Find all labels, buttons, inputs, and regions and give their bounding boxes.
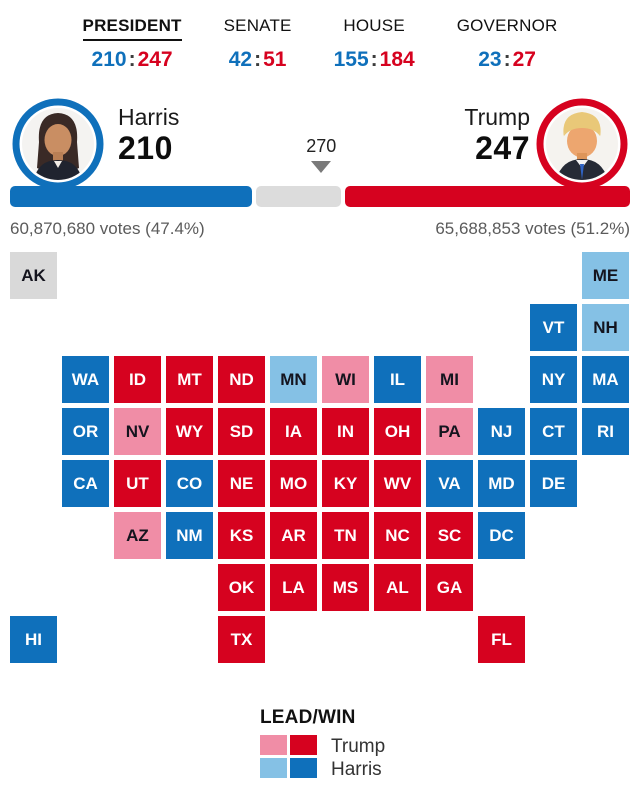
state-tile-ar[interactable]: AR <box>270 512 317 559</box>
state-tile-vt[interactable]: VT <box>530 304 577 351</box>
state-tile-ma[interactable]: MA <box>582 356 629 403</box>
legend-swatch-row <box>260 758 317 778</box>
state-tile-sd[interactable]: SD <box>218 408 265 455</box>
tab-scores: 210:247 <box>91 48 173 71</box>
state-tile-ky[interactable]: KY <box>322 460 369 507</box>
state-tile-mo[interactable]: MO <box>270 460 317 507</box>
state-tile-nd[interactable]: ND <box>218 356 265 403</box>
tab-scores: 23:27 <box>478 48 536 71</box>
state-tile-wa[interactable]: WA <box>62 356 109 403</box>
state-tile-ks[interactable]: KS <box>218 512 265 559</box>
state-tile-co[interactable]: CO <box>166 460 213 507</box>
state-tile-mn[interactable]: MN <box>270 356 317 403</box>
tab-senate[interactable]: SENATE 42:51 <box>224 16 292 72</box>
legend-title: LEAD/WIN <box>260 707 356 728</box>
state-tile-map: AK ME VT NH WA ID MT ND MN WI IL MI NY MA OR NV WY SD IA IN… <box>10 252 630 664</box>
harris-portrait-icon <box>12 98 104 190</box>
state-tile-nv[interactable]: NV <box>114 408 161 455</box>
state-tile-la[interactable]: LA <box>270 564 317 611</box>
state-tile-nh[interactable]: NH <box>582 304 629 351</box>
state-tile-md[interactable]: MD <box>478 460 525 507</box>
threshold-arrow-icon <box>311 161 332 173</box>
trump-portrait-icon <box>536 98 628 190</box>
state-tile-sc[interactable]: SC <box>426 512 473 559</box>
state-tile-mi[interactable]: MI <box>426 356 473 403</box>
state-tile-ga[interactable]: GA <box>426 564 473 611</box>
legend-swatches <box>260 735 317 781</box>
state-tile-ok[interactable]: OK <box>218 564 265 611</box>
state-tile-ct[interactable]: CT <box>530 408 577 455</box>
harris-summary: Harris 210 <box>118 104 179 166</box>
legend-swatch-row <box>260 735 317 755</box>
state-tile-az[interactable]: AZ <box>114 512 161 559</box>
state-tile-or[interactable]: OR <box>62 408 109 455</box>
state-tile-nc[interactable]: NC <box>374 512 421 559</box>
state-tile-ia[interactable]: IA <box>270 408 317 455</box>
state-tile-wv[interactable]: WV <box>374 460 421 507</box>
harris-name: Harris <box>118 104 180 130</box>
tab-house[interactable]: HOUSE 155:184 <box>334 16 415 72</box>
state-tile-dc[interactable]: DC <box>478 512 525 559</box>
map-legend: LEAD/WIN Trump Harris <box>260 707 385 781</box>
legend-swatch-dem-lead <box>260 758 287 778</box>
trump-avatar <box>536 98 628 190</box>
state-tile-nj[interactable]: NJ <box>478 408 525 455</box>
tab-label: PRESIDENT <box>82 16 182 41</box>
state-tile-pa[interactable]: PA <box>426 408 473 455</box>
state-tile-wi[interactable]: WI <box>322 356 369 403</box>
threshold-label: 270 <box>306 136 337 156</box>
state-tile-tn[interactable]: TN <box>322 512 369 559</box>
tab-president[interactable]: PRESIDENT 210:247 <box>82 16 182 72</box>
state-tile-wy[interactable]: WY <box>166 408 213 455</box>
tab-label: GOVERNOR <box>456 16 558 35</box>
state-tile-ne[interactable]: NE <box>218 460 265 507</box>
electoral-bar-track <box>255 186 342 207</box>
legend-swatch-rep-lead <box>260 735 287 755</box>
state-tile-mt[interactable]: MT <box>166 356 213 403</box>
tab-label: HOUSE <box>343 16 405 35</box>
trump-electoral-count: 247 <box>475 130 530 166</box>
state-tile-fl[interactable]: FL <box>478 616 525 663</box>
state-tile-oh[interactable]: OH <box>374 408 421 455</box>
harris-popular-votes: 60,870,680 votes (47.4%) <box>10 219 205 238</box>
results-nav: PRESIDENT 210:247 SENATE 42:51 HOUSE 155:184 G… <box>0 16 640 72</box>
state-tile-nm[interactable]: NM <box>166 512 213 559</box>
state-tile-ca[interactable]: CA <box>62 460 109 507</box>
trump-name: Trump <box>464 104 530 130</box>
legend-swatch-rep-win <box>290 735 317 755</box>
popular-vote-row: 60,870,680 votes (47.4%) 65,688,853 vote… <box>10 219 630 239</box>
state-tile-ri[interactable]: RI <box>582 408 629 455</box>
tab-label: SENATE <box>223 16 292 35</box>
state-tile-in[interactable]: IN <box>322 408 369 455</box>
legend-labels: Trump Harris <box>331 735 385 781</box>
tab-scores: 42:51 <box>228 48 287 71</box>
tab-scores: 155:184 <box>333 48 415 71</box>
state-tile-va[interactable]: VA <box>426 460 473 507</box>
state-tile-al[interactable]: AL <box>374 564 421 611</box>
state-tile-ms[interactable]: MS <box>322 564 369 611</box>
state-tile-ny[interactable]: NY <box>530 356 577 403</box>
state-tile-hi[interactable]: HI <box>10 616 57 663</box>
state-tile-ut[interactable]: UT <box>114 460 161 507</box>
trump-summary: Trump 247 <box>464 104 530 166</box>
tab-governor[interactable]: GOVERNOR 23:27 <box>457 16 558 72</box>
electoral-bar-dem-segment <box>10 186 252 207</box>
electoral-bar-rep-segment <box>345 186 630 207</box>
harris-avatar <box>12 98 104 190</box>
trump-popular-votes: 65,688,853 votes (51.2%) <box>435 219 630 238</box>
harris-electoral-count: 210 <box>118 130 173 166</box>
electoral-bar <box>10 186 630 207</box>
legend-swatch-dem-win <box>290 758 317 778</box>
state-tile-de[interactable]: DE <box>530 460 577 507</box>
legend-label-trump: Trump <box>331 736 386 757</box>
state-tile-me[interactable]: ME <box>582 252 629 299</box>
state-tile-ak[interactable]: AK <box>10 252 57 299</box>
state-tile-tx[interactable]: TX <box>218 616 265 663</box>
state-tile-id[interactable]: ID <box>114 356 161 403</box>
legend-label-harris: Harris <box>331 759 382 780</box>
state-tile-il[interactable]: IL <box>374 356 421 403</box>
